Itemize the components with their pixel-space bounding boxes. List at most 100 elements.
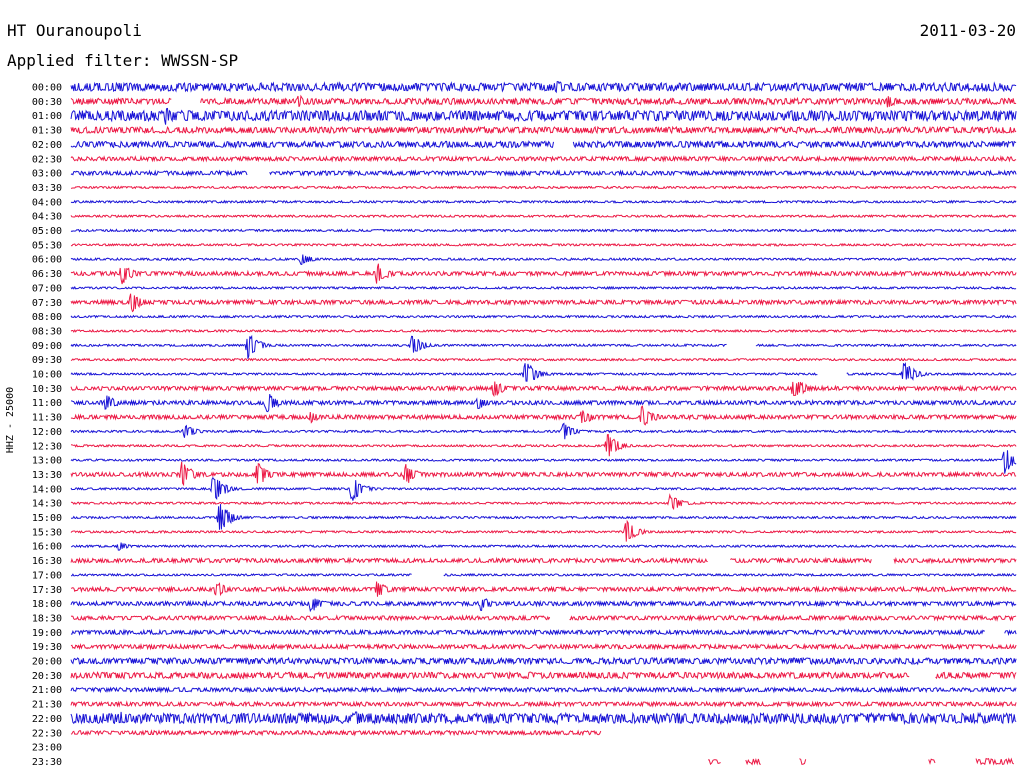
time-tick-label: 22:00 [32,714,62,725]
trace-line-03-30 [70,185,1017,190]
trace-line-11-30 [70,405,1017,426]
time-tick-label: 14:30 [32,499,62,510]
trace-line-04-00 [70,199,1017,204]
trace-line-13-00 [70,450,1017,474]
trace-line-22-00 [70,711,1017,726]
trace-line-16-30 [70,556,1017,565]
trace-line-23-30-fragment [928,758,936,765]
time-tick-label: 20:30 [32,671,62,682]
station-title: HT Ouranoupoli [7,21,142,40]
trace-line-07-00 [70,285,1017,290]
trace-line-20-00 [70,656,1017,666]
trace-line-10-30 [70,381,1017,398]
time-tick-label: 06:00 [32,255,62,266]
trace-line-03-00 [70,169,1017,178]
time-tick-label: 04:00 [32,197,62,208]
time-tick-label: 21:30 [32,700,62,711]
trace-line-17-00 [71,572,1017,577]
trace-line-06-00 [70,254,1017,265]
trace-line-20-30 [70,671,1017,680]
trace-line-11-00 [70,393,1017,413]
trace-line-01-30 [70,125,1017,135]
filter-label: Applied filter: WWSSN-SP [7,51,239,70]
trace-line-05-30 [70,242,1017,247]
trace-line-14-00 [70,476,1017,501]
tick-label-group: 00:00 00:30 01:00 01:30 02:00 02:30 03:00 03:30… [32,83,62,768]
trace-line-08-00 [70,314,1017,319]
time-tick-label: 08:30 [32,326,62,337]
time-tick-label: 15:00 [32,513,62,524]
trace-line-19-30 [70,642,1017,651]
trace-line-00-30 [70,94,1017,108]
trace-line-06-30 [70,263,1017,285]
trace-line-14-30 [70,493,1017,511]
time-tick-label: 18:30 [32,613,62,624]
trace-line-02-00 [70,139,1017,149]
time-tick-label: 13:00 [32,456,62,467]
time-tick-label: 21:00 [32,685,62,696]
time-tick-label: 06:30 [32,269,62,280]
trace-line-10-00 [70,362,1017,382]
time-tick-label: 08:00 [32,312,62,323]
time-tick-label: 18:00 [32,599,62,610]
trace-line-18-30 [70,614,1017,622]
time-tick-label: 20:00 [32,657,62,668]
time-tick-label: 07:00 [32,283,62,294]
time-tick-label: 12:00 [32,427,62,438]
time-tick-label: 16:30 [32,556,62,567]
time-tick-label: 03:30 [32,183,62,194]
time-tick-label: 03:00 [32,169,62,180]
trace-line-05-00 [70,228,1017,233]
time-tick-label: 09:00 [32,341,62,352]
trace-line-02-30 [70,154,1017,163]
time-tick-label: 17:00 [32,570,62,581]
trace-line-12-00 [70,422,1017,440]
trace-line-15-30 [70,519,1017,542]
time-tick-label: 19:00 [32,628,62,639]
trace-line-07-30 [70,293,1017,313]
trace-line-08-30 [70,328,1017,333]
time-tick-label: 13:30 [32,470,62,481]
trace-group [70,81,1017,766]
date-label: 2011-03-20 [919,21,1016,40]
time-tick-label: 04:30 [32,212,62,223]
time-tick-label: 15:30 [32,527,62,538]
trace-line-19-00 [70,628,1017,637]
trace-line-01-00 [70,107,1017,125]
trace-line-23-30-fragment [745,758,761,766]
time-tick-label: 19:30 [32,642,62,653]
time-tick-label: 00:00 [32,83,62,94]
trace-line-00-00 [70,81,1017,94]
time-tick-label: 07:30 [32,298,62,309]
trace-line-21-00 [70,685,1017,694]
time-tick-label: 01:30 [32,126,62,137]
trace-line-23-30-fragment [799,758,807,765]
time-tick-label: 02:00 [32,140,62,151]
time-tick-label: 11:30 [32,413,62,424]
trace-line-13-30 [70,461,1017,487]
trace-line-23-30-fragment [975,757,1015,766]
time-tick-label: 01:00 [32,111,62,122]
time-tick-label: 05:30 [32,240,62,251]
trace-line-21-30 [70,700,1017,708]
time-tick-label: 16:00 [32,542,62,553]
trace-line-12-30 [70,434,1017,457]
time-tick-label: 23:00 [32,743,62,754]
time-tick-label: 02:30 [32,154,62,165]
time-tick-label: 17:30 [32,585,62,596]
trace-line-09-30 [70,357,1017,362]
time-tick-label: 10:00 [32,370,62,381]
time-tick-label: 05:00 [32,226,62,237]
trace-line-09-00 [70,334,1017,359]
time-tick-label: 00:30 [32,97,62,108]
trace-line-04-30 [70,214,1017,219]
trace-line-22-30 [70,729,602,737]
trace-line-18-00 [70,598,1017,613]
trace-line-17-30 [70,581,1017,597]
time-tick-label: 12:30 [32,441,62,452]
time-tick-label: 22:30 [32,728,62,739]
time-tick-label: 11:00 [32,398,62,409]
trace-line-23-30-fragment [708,759,721,766]
time-tick-label: 23:30 [32,757,62,768]
